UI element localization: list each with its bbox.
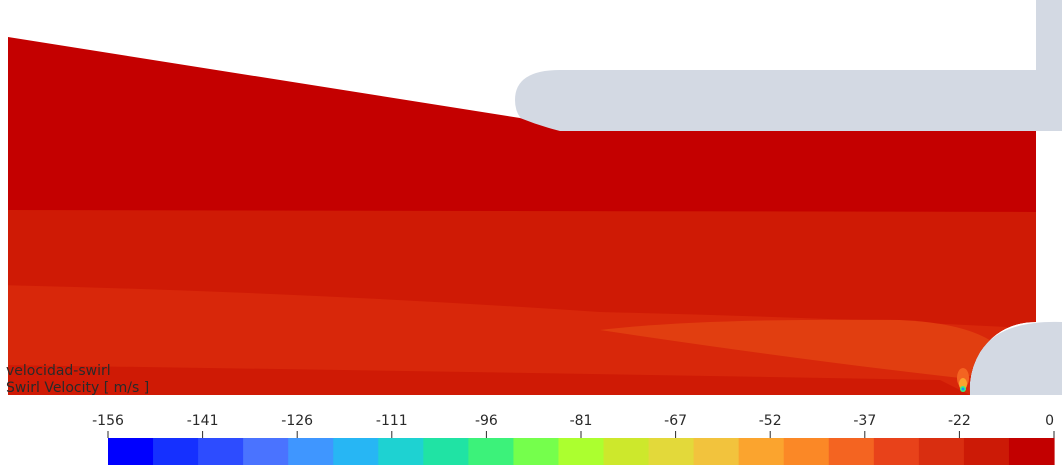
wall-vertical-strip [1036, 0, 1062, 70]
colorbar-swatch [423, 438, 469, 465]
colorbar-tick-labels: -156 -141 -126 -111 -96 -81 -67 -52 -37 -22 0 [92, 413, 1054, 429]
contour-variable-label: Swirl Velocity [ m/s ] [6, 380, 150, 396]
colorbar-tick-label: -141 [187, 413, 219, 429]
colorbar-tick-label: -111 [376, 413, 408, 429]
colorbar-swatch [648, 438, 695, 465]
colorbar-swatch [783, 438, 830, 465]
colorbar-swatch [198, 438, 244, 465]
contour-viewport [8, 0, 1062, 395]
wall-geometry [515, 0, 1062, 395]
colorbar-swatch [693, 438, 740, 465]
contour-level-band3 [8, 285, 1036, 395]
colorbar-swatch [828, 438, 875, 465]
colorbar-swatch [963, 438, 1010, 465]
colorbar-swatch [378, 438, 424, 465]
colorbar-tick-label: -22 [948, 413, 971, 429]
swirl-contour [8, 37, 1036, 395]
contour-level-band4 [600, 319, 1010, 378]
colorbar-tick-label: -67 [664, 413, 687, 429]
colorbar-ticks [107, 431, 1055, 438]
colorbar-swatch [603, 438, 650, 465]
colorbar: -156 -141 -126 -111 -96 -81 -67 -52 -37 -22 0 [92, 413, 1055, 465]
colorbar-swatch [153, 438, 199, 465]
colorbar-swatch [288, 438, 334, 465]
colorbar-swatch [108, 438, 154, 465]
colorbar-tick-label: -126 [281, 413, 313, 429]
colorbar-swatch [468, 438, 515, 465]
colorbar-swatch [333, 438, 379, 465]
contour-level-bottom [8, 365, 970, 395]
colorbar-swatch [558, 438, 605, 465]
colorbar-tick-label: -96 [475, 413, 498, 429]
colorbar-swatch [513, 438, 560, 465]
colorbar-tick-label: -81 [570, 413, 593, 429]
colorbar-swatch [738, 438, 785, 465]
colorbar-tick-label: 0 [1045, 413, 1054, 429]
colorbar-tick-label: -37 [853, 413, 876, 429]
colorbar-tick-label: -52 [759, 413, 782, 429]
colorbar-swatches [108, 438, 1055, 465]
wall-round-corner [969, 321, 1062, 395]
colorbar-swatch [918, 438, 965, 465]
colorbar-tick-label: -156 [92, 413, 124, 429]
contour-hotspot [957, 368, 969, 392]
colorbar-swatch [243, 438, 289, 465]
colorbar-swatch [1008, 438, 1055, 465]
contour-title: velocidad-swirl [6, 363, 111, 379]
wall-lip [515, 70, 1062, 131]
colorbar-swatch [873, 438, 920, 465]
